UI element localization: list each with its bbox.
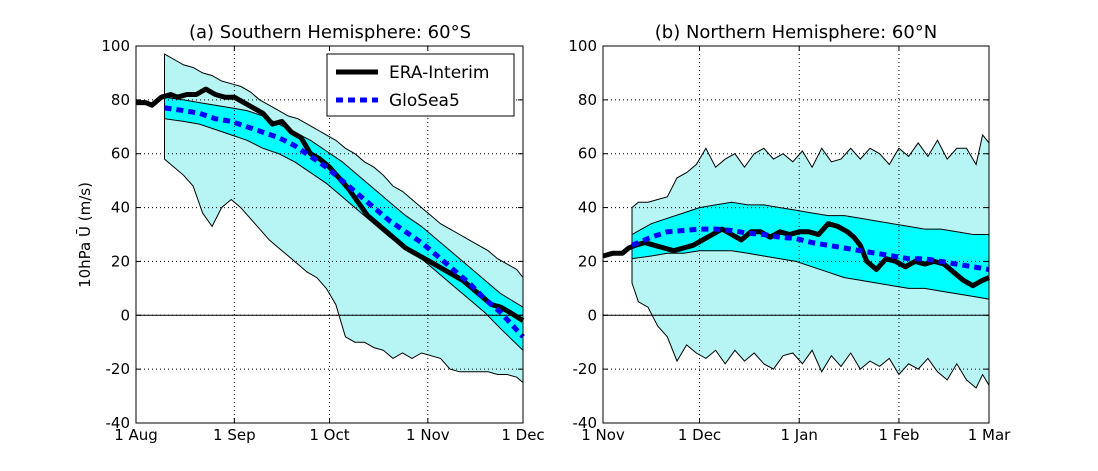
panel-b-grid <box>603 46 989 423</box>
panel-a-xtick-label: 1 Nov <box>406 426 450 444</box>
panel-a-ticks: -40 -20 0 20 40 60 80 100 1 Aug 1 Sep 1 Oct 1 Nov 1 … <box>101 37 544 444</box>
panel-b-xtick-label: 1 Dec <box>678 426 721 444</box>
panel-b-xtick-label: 1 Mar <box>968 426 1011 444</box>
panel-a-xtick-label: 1 Oct <box>309 426 349 444</box>
panel-b-title: (b) Northern Hemisphere: 60°N <box>655 22 938 43</box>
panel-a-grid <box>136 46 523 423</box>
legend-label-era-interim: ERA-Interim <box>389 63 489 83</box>
panel-b-frame <box>602 45 990 424</box>
panel-b-series-era-interim <box>602 221 990 289</box>
panel-b-series <box>602 221 990 289</box>
panel-b-xtick-label: 1 Feb <box>878 426 919 444</box>
panel-a-xtick-label: 1 Sep <box>213 426 256 444</box>
panel-a-series-glosea5 <box>164 105 525 339</box>
panel-b-ytick-label: 20 <box>578 252 597 270</box>
panel-a-title: (a) Southern Hemisphere: 60°S <box>189 22 471 43</box>
panel-b-ytick-label: 0 <box>587 306 597 324</box>
panel-b-xtick-label: 1 Nov <box>581 426 625 444</box>
panel-a-ytick-label: 80 <box>111 91 130 109</box>
panel-a-xtick-label: 1 Aug <box>114 426 158 444</box>
panel-a-ytick-label: 60 <box>111 145 130 163</box>
panel-a-ytick-label: 100 <box>101 37 130 55</box>
panel-a-ytick-label: 20 <box>111 252 130 270</box>
panel-b-ytick-label: -20 <box>573 360 598 378</box>
panel-b-xtick-label: 1 Jan <box>780 426 817 444</box>
panel-a-ytick-label: 0 <box>120 306 130 324</box>
legend-label-glosea5: GloSea5 <box>389 91 460 111</box>
panel-a-ytick-label: -20 <box>106 360 131 378</box>
legend: ERA-Interim GloSea5 <box>326 53 515 117</box>
panel-b-ytick-label: 80 <box>578 91 597 109</box>
panel-a-ytick-label: 40 <box>111 199 130 217</box>
panel-a-southern-hemisphere: (a) Southern Hemisphere: 60°S -40 -20 0 20 4… <box>75 22 545 444</box>
panel-b-ticks: -40 -20 0 20 40 60 80 100 1 Nov 1 Dec 1 Jan 1 Feb 1 … <box>568 37 1011 444</box>
panel-a-ylabel: 10hPa Ū (m/s) <box>75 182 94 288</box>
panel-b-ytick-label: -40 <box>573 414 598 432</box>
panel-b-ytick-label: 40 <box>578 199 597 217</box>
panel-b-ytick-label: 100 <box>568 37 597 55</box>
panel-a-series <box>136 86 525 339</box>
panel-b-bands <box>631 133 990 389</box>
panel-b-ytick-label: 60 <box>578 145 597 163</box>
panel-b-northern-hemisphere: (b) Northern Hemisphere: 60°N -40 -20 0 20 4… <box>568 22 1011 444</box>
legend-box <box>326 53 515 117</box>
panel-a-xtick-label: 1 Dec <box>501 426 544 444</box>
panel-b-series-glosea5 <box>631 226 990 272</box>
panel-a-ytick-label: -40 <box>106 414 131 432</box>
